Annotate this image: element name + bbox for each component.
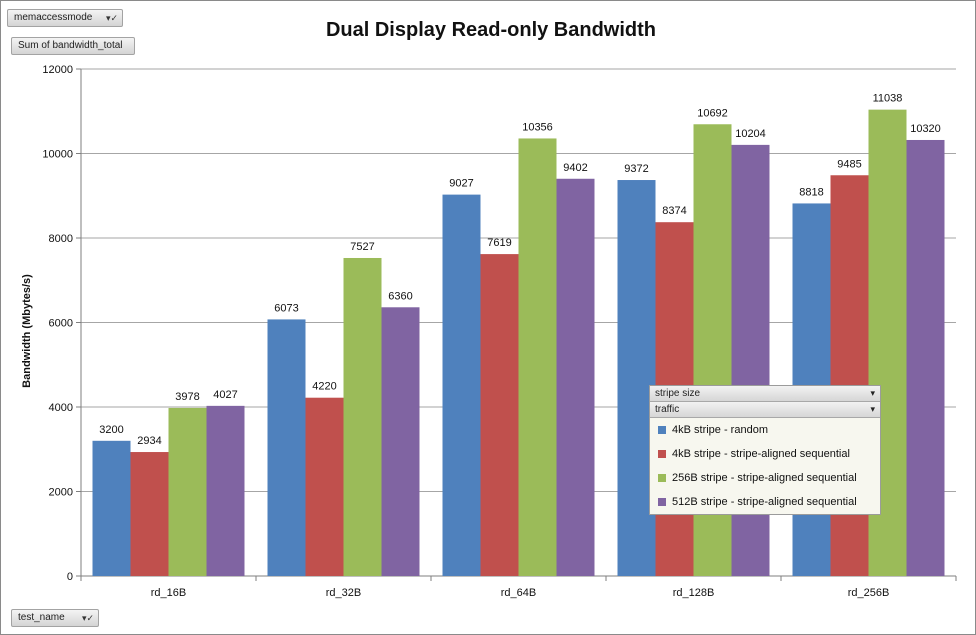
- data-label: 10204: [735, 128, 766, 140]
- y-tick-label: 8000: [49, 233, 73, 245]
- data-label: 10692: [697, 107, 728, 119]
- data-label: 7527: [350, 241, 374, 253]
- x-tick-label: rd_256B: [848, 587, 890, 599]
- bar: [518, 138, 557, 577]
- chevron-down-icon[interactable]: ▾: [870, 404, 875, 414]
- sum-bandwidth-field-button[interactable]: Sum of bandwidth_total: [11, 37, 135, 55]
- stripe-size-filter-label: stripe size: [655, 388, 701, 399]
- x-tick-label: rd_128B: [673, 587, 715, 599]
- test-name-filter-button[interactable]: test_name ▾✓: [11, 609, 99, 627]
- legend-entry: 4kB stripe - random: [650, 418, 880, 442]
- legend-entry: 512B stripe - stripe-aligned sequential: [650, 490, 880, 514]
- memaccessmode-filter-button[interactable]: memaccessmode ▾✓: [7, 9, 123, 27]
- data-label: 3200: [99, 424, 123, 436]
- x-tick-label: rd_16B: [151, 587, 186, 599]
- data-label: 4027: [213, 389, 237, 401]
- legend-entry: 256B stripe - stripe-aligned sequential: [650, 466, 880, 490]
- y-tick-label: 12000: [42, 64, 73, 76]
- x-tick-label: rd_32B: [326, 587, 361, 599]
- legend-swatch: [658, 450, 666, 458]
- bar: [206, 405, 245, 576]
- bar: [92, 440, 131, 576]
- bar: [617, 180, 656, 576]
- traffic-filter-button[interactable]: traffic ▾: [650, 402, 880, 418]
- bar: [267, 319, 306, 576]
- y-tick-label: 2000: [49, 487, 73, 499]
- legend-entry-label: 512B stripe - stripe-aligned sequential: [672, 496, 857, 508]
- bar: [830, 175, 869, 577]
- legend-swatch: [658, 474, 666, 482]
- y-tick-label: 10000: [42, 149, 73, 161]
- data-label: 9027: [449, 178, 473, 190]
- legend: stripe size ▾ traffic ▾ 4kB stripe - ran…: [649, 385, 881, 515]
- legend-entry: 4kB stripe - stripe-aligned sequential: [650, 442, 880, 466]
- data-label: 8818: [799, 186, 823, 198]
- chevron-down-icon[interactable]: ▾: [870, 388, 875, 398]
- bar: [168, 407, 207, 576]
- bar: [556, 178, 595, 576]
- data-label: 3978: [175, 391, 199, 403]
- data-label: 11038: [873, 93, 903, 105]
- data-label: 6360: [388, 290, 412, 302]
- y-tick-label: 4000: [49, 402, 73, 414]
- data-label: 9372: [624, 163, 648, 175]
- data-label: 9485: [837, 158, 861, 170]
- chart-title: Dual Display Read-only Bandwidth: [325, 19, 657, 41]
- sum-bandwidth-field-label: Sum of bandwidth_total: [18, 40, 123, 51]
- filter-dropdown-icon[interactable]: ▾✓: [105, 13, 118, 23]
- data-label: 7619: [487, 237, 511, 249]
- traffic-filter-label: traffic: [655, 404, 680, 415]
- bar: [305, 397, 344, 576]
- test-name-filter-label: test_name: [18, 612, 65, 623]
- data-label: 10320: [910, 123, 941, 135]
- x-tick-label: rd_64B: [501, 587, 536, 599]
- bar: [343, 257, 382, 576]
- bar: [442, 194, 481, 576]
- data-label: 8374: [662, 205, 686, 217]
- y-tick-label: 0: [67, 571, 73, 583]
- data-label: 10356: [522, 121, 553, 133]
- filter-dropdown-icon[interactable]: ▾✓: [81, 613, 94, 623]
- memaccessmode-filter-label: memaccessmode: [14, 12, 93, 23]
- bar: [130, 452, 169, 576]
- data-label: 4220: [312, 381, 336, 393]
- bar: [480, 254, 519, 577]
- data-label: 9402: [563, 162, 587, 174]
- legend-swatch: [658, 426, 666, 434]
- y-tick-label: 6000: [49, 318, 73, 330]
- data-label: 6073: [274, 302, 298, 314]
- data-label: 2934: [137, 435, 161, 447]
- stripe-size-filter-button[interactable]: stripe size ▾: [650, 386, 880, 402]
- legend-entry-label: 4kB stripe - random: [672, 424, 768, 436]
- legend-entry-label: 4kB stripe - stripe-aligned sequential: [672, 448, 850, 460]
- legend-entry-label: 256B stripe - stripe-aligned sequential: [672, 472, 857, 484]
- bar: [906, 139, 945, 577]
- bar: [381, 307, 420, 576]
- legend-swatch: [658, 498, 666, 506]
